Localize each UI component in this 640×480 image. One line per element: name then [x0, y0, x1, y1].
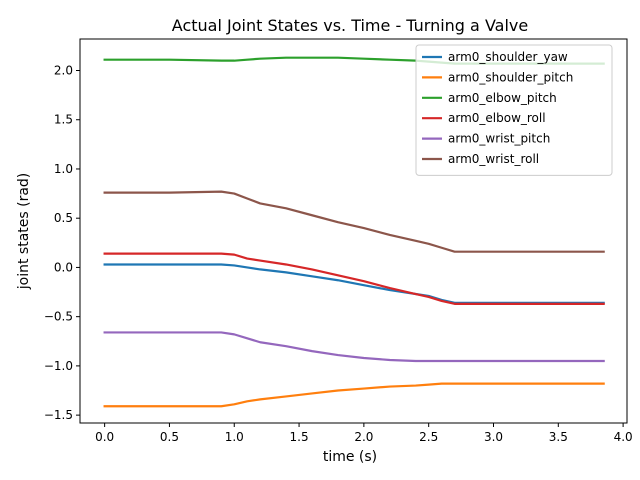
plot-lines [103, 56, 605, 408]
series-line-5 [103, 190, 605, 253]
legend-box [415, 44, 613, 176]
y-tick-label: −1.0 [44, 359, 73, 373]
y-tick-label: 1.0 [54, 162, 73, 176]
legend-label: arm0_wrist_roll [448, 152, 539, 166]
x-tick-label: 0.0 [95, 430, 114, 444]
legend-label: arm0_shoulder_pitch [448, 70, 573, 84]
legend: arm0_shoulder_yaw arm0_shoulder_pitch arm0… [415, 44, 613, 176]
x-tick-label: 2.0 [354, 430, 373, 444]
y-tick-label: 1.5 [54, 113, 73, 127]
x-tick-label: 3.5 [549, 430, 568, 444]
legend-label: arm0_elbow_pitch [448, 91, 557, 105]
x-tick-label: 1.0 [225, 430, 244, 444]
y-tick-label: 2.0 [54, 64, 73, 78]
x-tick-label: 4.0 [614, 430, 633, 444]
y-axis-label: joint states (rad) [16, 173, 32, 291]
x-tick-label: 0.5 [160, 430, 179, 444]
y-tick-label: 0.0 [54, 260, 73, 274]
y-tick-label: −0.5 [44, 310, 73, 324]
y-tick-label: 0.5 [54, 211, 73, 225]
legend-label: arm0_elbow_roll [448, 111, 546, 125]
legend-label: arm0_wrist_pitch [448, 132, 550, 146]
y-axis-ticks: −1.5 −1.0 −0.5 0.0 0.5 1.0 1.5 2.0 [44, 64, 80, 422]
series-line-1 [103, 382, 605, 408]
y-tick-label: −1.5 [44, 408, 73, 422]
x-tick-label: 3.0 [484, 430, 503, 444]
series-line-3 [103, 252, 605, 305]
x-tick-label: 2.5 [419, 430, 438, 444]
x-axis-ticks: 0.0 0.5 1.0 1.5 2.0 2.5 3.0 3.5 4.0 [95, 423, 633, 444]
x-axis-label: time (s) [323, 449, 377, 465]
legend-label: arm0_shoulder_yaw [448, 50, 568, 64]
x-tick-label: 1.5 [290, 430, 309, 444]
series-line-4 [103, 331, 605, 363]
chart-title: Actual Joint States vs. Time - Turning a… [172, 16, 528, 35]
plot-frame [79, 38, 628, 424]
